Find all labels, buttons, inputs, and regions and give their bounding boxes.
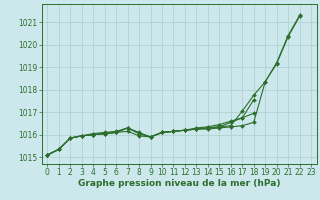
X-axis label: Graphe pression niveau de la mer (hPa): Graphe pression niveau de la mer (hPa) [78, 179, 280, 188]
